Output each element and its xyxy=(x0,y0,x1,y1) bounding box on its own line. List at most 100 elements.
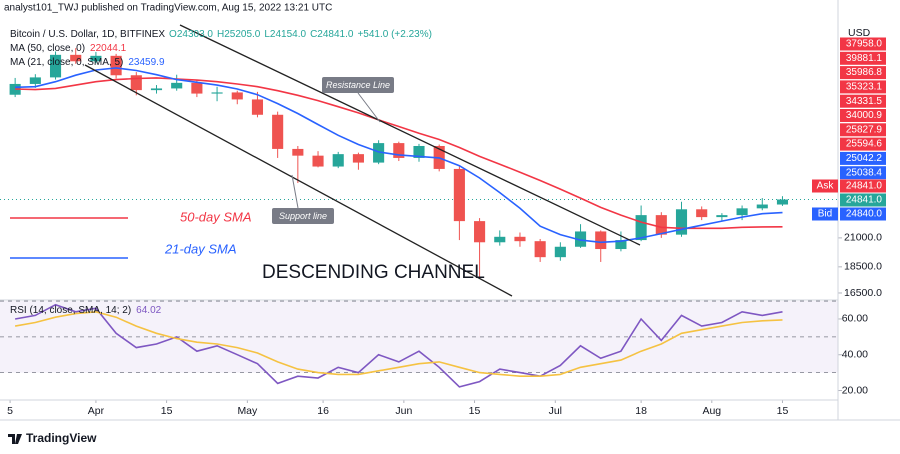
candle-body xyxy=(251,99,264,115)
channel-upper xyxy=(179,24,641,246)
candle-body xyxy=(211,92,223,94)
x-tick-label: Aug xyxy=(702,405,721,417)
resistance-box xyxy=(322,77,394,93)
candle-body xyxy=(29,77,41,84)
legend-name: MA (50, close, 0) xyxy=(10,43,85,54)
y-tick-label: 16500.0 xyxy=(844,287,882,299)
candle-body xyxy=(736,208,748,216)
x-tick-label: Jun xyxy=(395,405,412,417)
quote-box xyxy=(840,207,886,221)
price-label: 37958.0 xyxy=(846,39,883,50)
quote-box xyxy=(840,179,886,193)
brand: TradingView xyxy=(26,431,97,445)
ohlc-change: +541.0 (+2.23%) xyxy=(357,29,432,40)
price-label: 39881.1 xyxy=(846,53,883,64)
candle-body xyxy=(615,240,627,250)
price-label: 25594.6 xyxy=(846,139,883,150)
price-label: 25038.4 xyxy=(846,167,883,178)
publisher: analyst101_TWJ published on TradingView.… xyxy=(4,3,332,14)
candle-body xyxy=(413,145,425,158)
price-legend: Bitcoin / U.S. Dollar, 1D, BITFINEX O2430… xyxy=(10,29,432,40)
price-label: 34000.9 xyxy=(846,110,883,121)
drawings: Resistance Line Support line DESCENDING … xyxy=(10,24,641,297)
symbol: Bitcoin / U.S. Dollar, 1D, BITFINEX xyxy=(10,29,165,40)
price-label-box xyxy=(840,151,886,165)
quote-label: 24841.0 xyxy=(846,195,883,206)
price-label: 35986.8 xyxy=(846,67,883,78)
candle-body xyxy=(514,236,526,242)
legend-name: MA (21, close, 0, SMA, 5) xyxy=(10,57,123,68)
candle-body xyxy=(756,204,768,209)
sma50-label: 50-day SMA xyxy=(180,209,252,224)
series-line xyxy=(15,67,783,244)
price-label-box xyxy=(840,51,886,65)
x-tick-label: Jul xyxy=(549,405,562,417)
price-label-box xyxy=(840,66,886,80)
y-tick-label: 21000.0 xyxy=(844,232,882,244)
y-tick-label: 40.00 xyxy=(842,349,868,361)
price-label-box xyxy=(840,137,886,151)
candle-body xyxy=(776,199,789,205)
brand-logo xyxy=(8,434,22,444)
rsi-legend: RSI (14, close, SMA, 14; 2) 64.02 xyxy=(10,305,162,316)
price-label-box xyxy=(840,166,886,180)
price-label-box xyxy=(840,80,886,94)
candle-body xyxy=(494,236,506,243)
data-layer xyxy=(0,48,842,403)
x-tick-label: 15 xyxy=(161,405,173,417)
y-tick-label: 60.00 xyxy=(842,313,868,325)
x-tick-label: 5 xyxy=(7,405,13,417)
candle-body xyxy=(574,231,587,247)
y-tick-label: 20.00 xyxy=(842,384,868,396)
rsi-title: RSI (14, close, SMA, 14; 2) xyxy=(10,305,131,316)
candle-body xyxy=(595,231,607,250)
candle-body xyxy=(655,215,667,235)
support-arrow xyxy=(291,174,299,209)
quote-label: 24840.0 xyxy=(846,209,883,220)
candle-body xyxy=(49,54,62,78)
price-label-box xyxy=(840,37,886,51)
x-tick-label: May xyxy=(237,405,258,417)
candle-body xyxy=(635,215,647,241)
ohlc-low: L24154.0 xyxy=(264,29,306,40)
quote-label: 24841.0 xyxy=(846,181,883,192)
x-tick-label: 15 xyxy=(469,405,481,417)
price-label-box xyxy=(840,109,886,122)
candle-body xyxy=(554,246,566,258)
x-tick-label: Apr xyxy=(88,405,105,417)
quote-name-box xyxy=(812,207,838,221)
ohlc-close: C24841.0 xyxy=(310,29,354,40)
channel-label: DESCENDING CHANNEL xyxy=(262,262,485,283)
legend-value: 23459.9 xyxy=(128,57,165,68)
candle-body xyxy=(696,209,708,218)
ma21-legend: MA (21, close, 0, SMA, 5) 23459.9 xyxy=(10,57,165,68)
quote-name: Ask xyxy=(817,181,835,192)
ohlc-open: O24303.0 xyxy=(169,29,213,40)
candle-body xyxy=(130,75,142,91)
price-label: 25042.2 xyxy=(846,153,883,164)
candle-body xyxy=(393,143,405,158)
candle-body xyxy=(675,209,688,235)
currency: USD xyxy=(848,27,871,39)
candle-body xyxy=(332,154,344,167)
candle-body xyxy=(90,55,102,62)
candle-body xyxy=(373,143,385,163)
quote-name-box xyxy=(812,179,838,193)
series-line xyxy=(14,303,783,388)
candle-body xyxy=(292,148,304,156)
y-tick-label: 18500.0 xyxy=(844,261,882,273)
candle-body xyxy=(716,215,728,218)
series-line xyxy=(14,310,783,377)
price-label-box xyxy=(840,123,886,137)
quote-box xyxy=(840,193,886,207)
price-label: 35323.1 xyxy=(846,82,883,93)
resistance-label: Resistance Line xyxy=(326,80,390,90)
rsi-value: 64.02 xyxy=(136,305,161,316)
ohlc-high: H25205.0 xyxy=(217,29,261,40)
price-label-box xyxy=(840,94,886,108)
price-label: 25827.9 xyxy=(846,124,883,135)
candle-body xyxy=(191,82,203,94)
x-tick-label: 16 xyxy=(317,405,329,417)
price-label: 34331.5 xyxy=(846,96,883,107)
x-tick-label: 15 xyxy=(777,405,789,417)
